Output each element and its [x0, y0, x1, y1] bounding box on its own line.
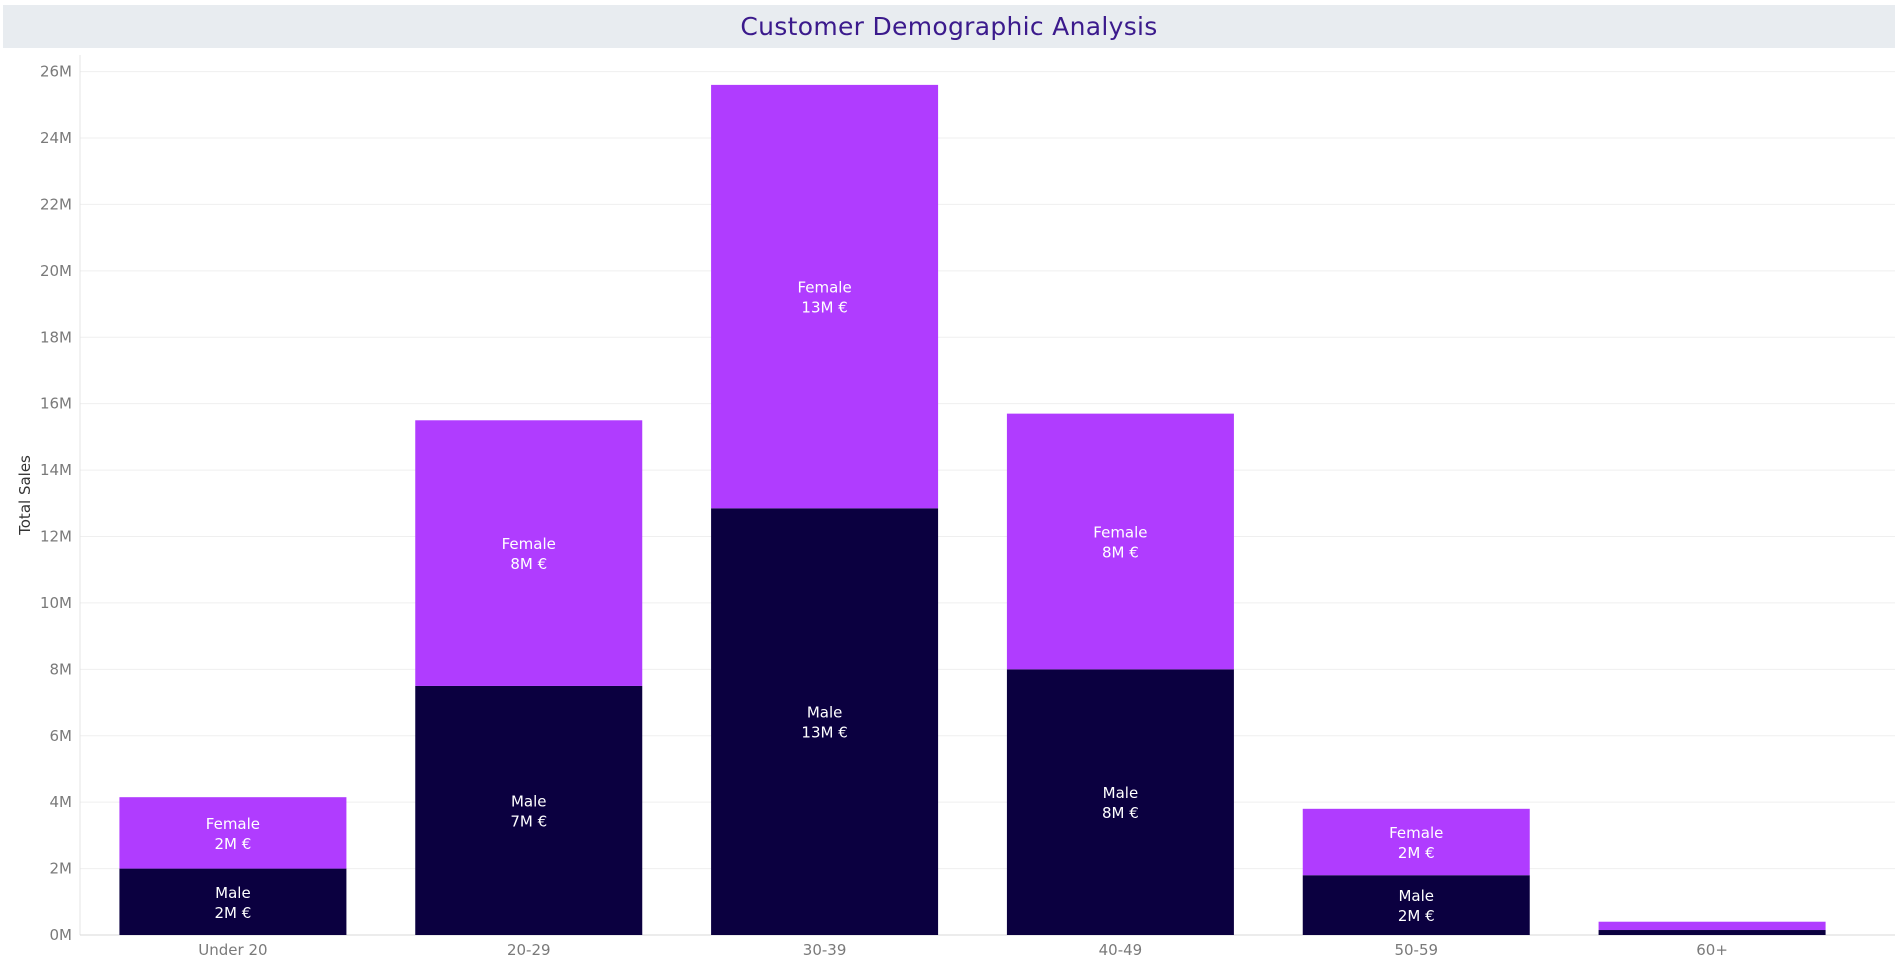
- data-label-value: 2M €: [1398, 907, 1435, 925]
- data-label-value: 8M €: [1102, 804, 1139, 822]
- data-labels: Male 2M € Female 2M € Under 20 Male 7M € Female…: [198, 279, 1728, 959]
- y-tick-label: 10M: [40, 594, 72, 612]
- data-label-series: Female: [1093, 523, 1147, 541]
- y-tick-label: 14M: [40, 461, 72, 479]
- data-label-value: 2M €: [215, 904, 252, 922]
- bar-male[interactable]: [119, 868, 347, 935]
- data-label-series: Male: [807, 704, 843, 722]
- bars: [119, 84, 1826, 935]
- bar-male[interactable]: [1006, 669, 1234, 935]
- bar-male[interactable]: [1598, 930, 1826, 935]
- data-label-value: 8M €: [510, 555, 547, 573]
- y-tick-label: 6M: [50, 727, 73, 745]
- y-tick-label: 12M: [40, 528, 72, 546]
- data-label-series: Female: [206, 815, 260, 833]
- y-tick-label: 26M: [40, 63, 72, 81]
- bar-female[interactable]: [1598, 921, 1826, 931]
- y-tick-label: 2M: [50, 860, 73, 878]
- bar-female[interactable]: [711, 84, 939, 509]
- bar-male[interactable]: [415, 685, 643, 935]
- gridlines: 0M 2M 4M 6M 8M 10M 12M 14M 16M 18M 20M 22M 24M 26M: [40, 63, 1895, 944]
- y-tick-label: 18M: [40, 328, 72, 346]
- data-label-series: Male: [215, 884, 251, 902]
- y-tick-label: 16M: [40, 395, 72, 413]
- data-label-series: Male: [1398, 887, 1434, 905]
- x-tick-label: 40-49: [1099, 941, 1143, 959]
- data-label-series: Female: [502, 535, 556, 553]
- bar-male[interactable]: [711, 508, 939, 935]
- y-tick-label: 22M: [40, 195, 72, 213]
- data-label-series: Female: [797, 279, 851, 297]
- x-tick-label: Under 20: [198, 941, 267, 959]
- x-tick-label: 20-29: [507, 941, 551, 959]
- data-label-value: 8M €: [1102, 543, 1139, 561]
- chart-title: Customer Demographic Analysis: [740, 12, 1158, 41]
- y-tick-label: 24M: [40, 129, 72, 147]
- x-tick-label: 30-39: [803, 941, 847, 959]
- bar-female[interactable]: [119, 797, 347, 869]
- y-tick-label: 4M: [50, 793, 73, 811]
- data-label-series: Female: [1389, 824, 1443, 842]
- axes: Total Sales: [16, 55, 1895, 936]
- bar-female[interactable]: [415, 420, 643, 686]
- data-label-series: Male: [511, 792, 547, 810]
- x-tick-label: 60+: [1696, 941, 1728, 959]
- x-tick-label: 50-59: [1394, 941, 1438, 959]
- y-tick-label: 8M: [50, 660, 73, 678]
- bar-female[interactable]: [1302, 808, 1530, 876]
- data-label-series: Male: [1103, 784, 1139, 802]
- y-tick-label: 0M: [50, 926, 73, 944]
- chart-title-bar: Customer Demographic Analysis: [3, 5, 1895, 48]
- data-label-value: 13M €: [801, 299, 847, 317]
- data-label-value: 2M €: [1398, 844, 1435, 862]
- data-label-value: 7M €: [510, 812, 547, 830]
- y-tick-label: 20M: [40, 262, 72, 280]
- bar-female[interactable]: [1006, 413, 1234, 670]
- bar-male[interactable]: [1302, 875, 1530, 935]
- y-axis-title: Total Sales: [16, 455, 34, 536]
- data-label-value: 13M €: [801, 724, 847, 742]
- data-label-value: 2M €: [215, 835, 252, 853]
